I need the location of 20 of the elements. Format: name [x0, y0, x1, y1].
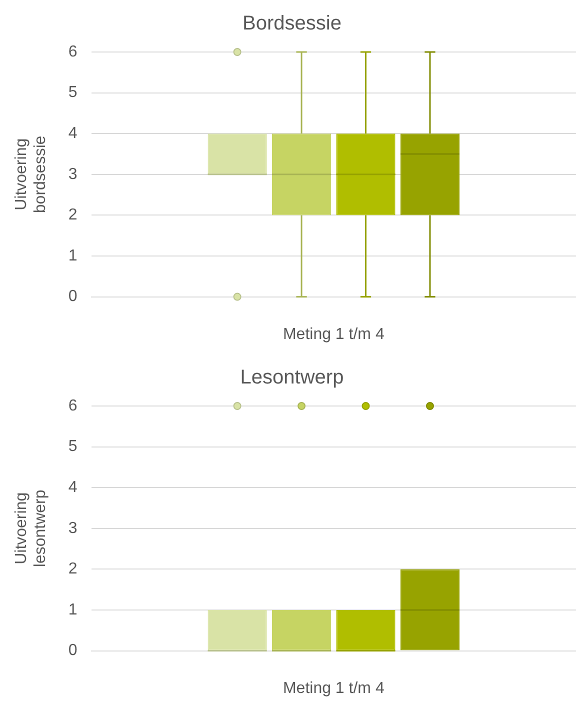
y-tick-label: 0 — [68, 642, 78, 660]
y-tick-label: 6 — [68, 43, 78, 60]
y-axis-title: Uitvoering lesontwerp — [13, 490, 50, 568]
chart-title: Bordsessie — [242, 12, 342, 35]
y-tick-label: 6 — [68, 397, 78, 414]
y-tick-label: 2 — [68, 560, 78, 578]
y-tick-label: 4 — [68, 479, 78, 496]
chart-title: Lesontwerp — [240, 366, 344, 389]
y-tick-label: 3 — [68, 166, 78, 183]
y-tick-label: 2 — [68, 206, 78, 224]
y-tick-label: 1 — [68, 247, 78, 264]
y-tick-label: 0 — [68, 288, 78, 306]
x-axis-title: Meting 1 t/m 4 — [282, 326, 384, 343]
y-tick-label: 3 — [68, 520, 78, 537]
x-axis-title: Meting 1 t/m 4 — [282, 680, 384, 697]
y-tick-label: 5 — [68, 438, 78, 456]
y-axis-title: Uitvoering bordsessie — [13, 136, 50, 214]
y-tick-label: 5 — [68, 84, 78, 102]
y-tick-label: 1 — [68, 601, 78, 618]
y-tick-label: 4 — [68, 125, 78, 142]
